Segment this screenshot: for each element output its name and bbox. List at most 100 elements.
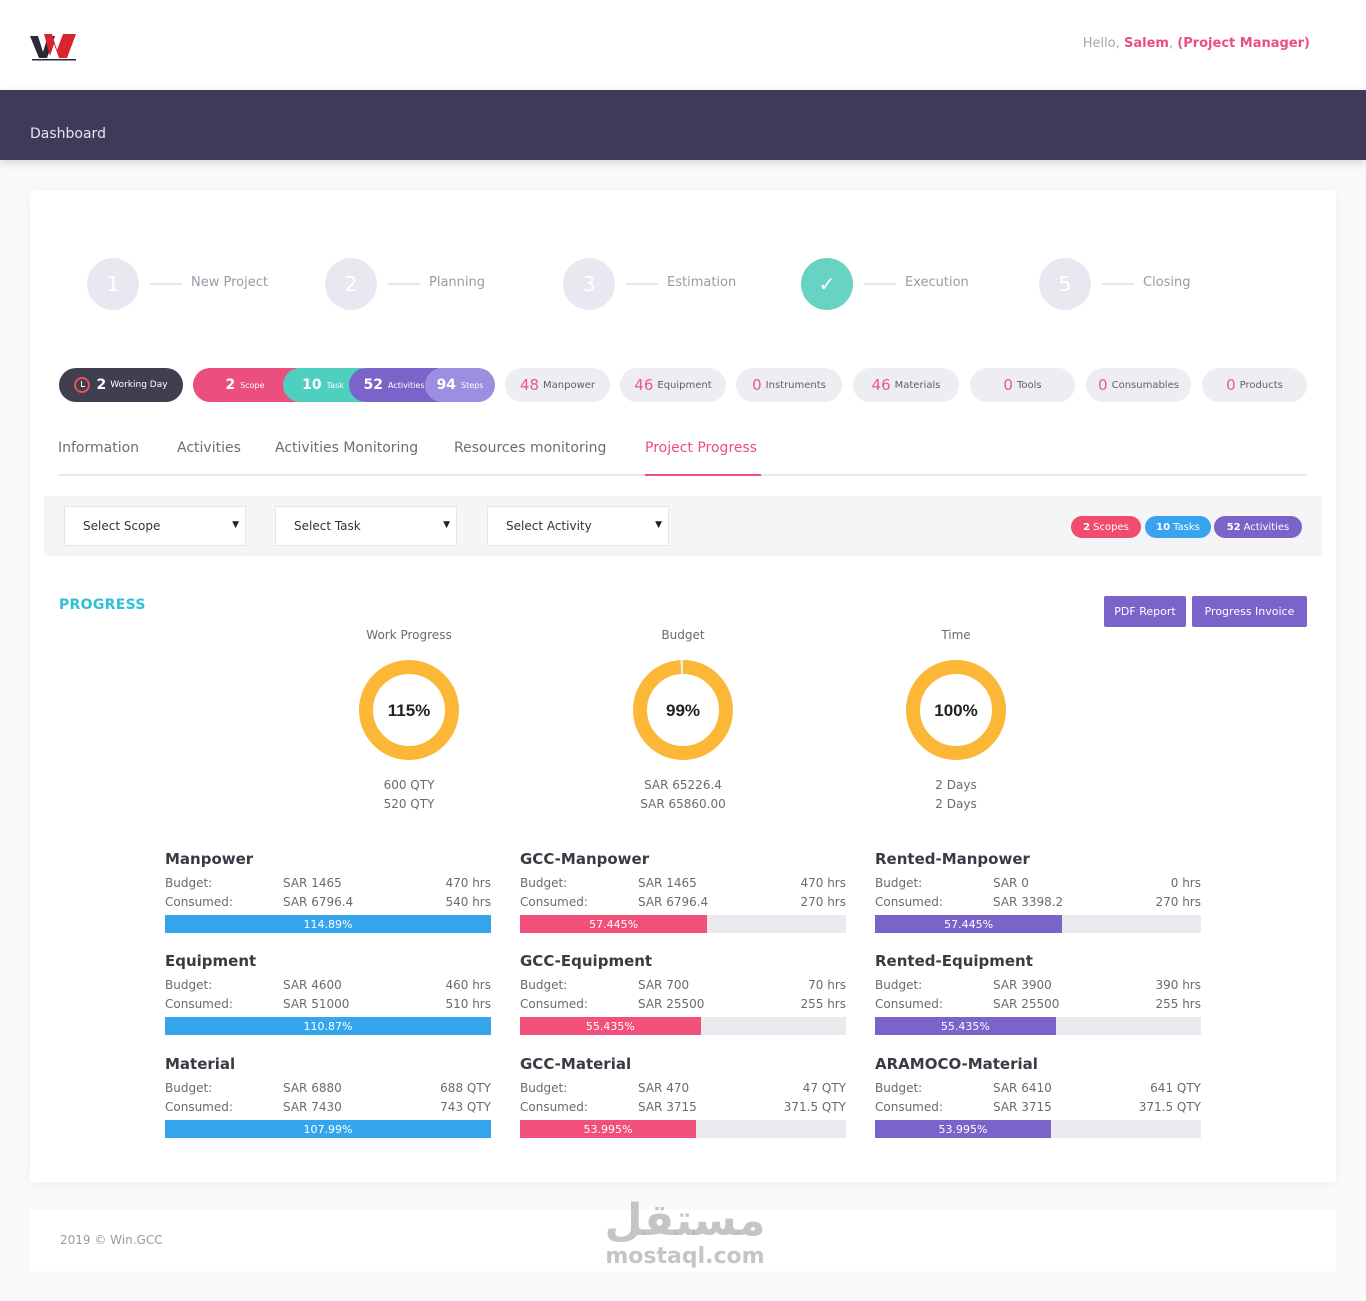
activities-badge-count: 52 bbox=[1226, 521, 1241, 533]
progress-bar-fill: 57.445% bbox=[875, 915, 1063, 933]
progress-bar-fill: 53.995% bbox=[520, 1120, 697, 1138]
tab-resources-monitoring[interactable]: Resources monitoring bbox=[454, 440, 607, 456]
activities-badge: 52 Activities bbox=[1214, 516, 1302, 538]
budget-row: Budget: SAR 1465 470 hrs bbox=[165, 876, 491, 895]
consumed-qty: 270 hrs bbox=[1155, 895, 1201, 909]
watermark-arabic: مستقل bbox=[604, 1195, 766, 1246]
gauge-line-1: 600 QTY bbox=[383, 778, 435, 792]
tab-activities-monitoring[interactable]: Activities Monitoring bbox=[275, 440, 419, 456]
progress-bar-fill: 114.89% bbox=[165, 915, 491, 933]
budget-sar: SAR 470 bbox=[638, 1081, 690, 1095]
step-label: Estimation bbox=[667, 275, 737, 290]
budget-sar: SAR 700 bbox=[638, 978, 690, 992]
progress-bar: 107.99% bbox=[165, 1120, 491, 1138]
gauge-line-2: 520 QTY bbox=[383, 797, 435, 811]
consumed-sar: SAR 3715 bbox=[638, 1100, 697, 1114]
progress-bar: 53.995% bbox=[520, 1120, 846, 1138]
budget-label: Budget: bbox=[520, 1081, 568, 1095]
consumables-pill[interactable]: 0 Consumables bbox=[1086, 368, 1191, 402]
materials-pill[interactable]: 46 Materials bbox=[853, 368, 959, 402]
steps-segment[interactable]: 94 Steps bbox=[425, 368, 495, 402]
scope-segment[interactable]: 2 Scope bbox=[193, 368, 297, 402]
caret-down-icon: ▼ bbox=[655, 520, 662, 530]
consumed-sar: SAR 7430 bbox=[283, 1100, 342, 1114]
scopes-badge: 2 Scopes bbox=[1071, 516, 1141, 538]
consumed-sar: SAR 6796.4 bbox=[283, 895, 354, 909]
products-pill[interactable]: 0 Products bbox=[1202, 368, 1307, 402]
manpower-pill[interactable]: 48 Manpower bbox=[505, 368, 610, 402]
tools-pill[interactable]: 0 Tools bbox=[970, 368, 1075, 402]
check-icon: ✓ bbox=[801, 258, 853, 310]
resource-card: Rented-Equipment Budget: SAR 3900 390 hrs Co… bbox=[875, 952, 1201, 1035]
select-activity-dropdown[interactable]: Select Activity ▼ bbox=[487, 506, 669, 546]
activities-label: Activities bbox=[387, 380, 425, 390]
tab-information[interactable]: Information bbox=[58, 440, 140, 456]
progress-bar-fill: 57.445% bbox=[520, 915, 708, 933]
step-number: 3 bbox=[563, 258, 615, 310]
equipment-count: 46 bbox=[634, 376, 654, 394]
materials-label: Materials bbox=[894, 379, 941, 391]
budget-sar: SAR 1465 bbox=[283, 876, 342, 890]
step-number: 1 bbox=[87, 258, 139, 310]
project-card: 1 New Project 2 Planning 3 Estimation ✓ … bbox=[30, 190, 1336, 1182]
step-connector bbox=[150, 283, 182, 285]
step-number: 5 bbox=[1039, 258, 1091, 310]
gauge-value: 115% bbox=[388, 701, 431, 720]
gauge-arc bbox=[906, 660, 1006, 760]
progress-bar-fill: 55.435% bbox=[520, 1017, 701, 1035]
company-logo[interactable] bbox=[30, 30, 78, 62]
select-scope-dropdown[interactable]: Select Scope ▼ bbox=[64, 506, 246, 546]
budget-row: Budget: SAR 1465 470 hrs bbox=[520, 876, 846, 895]
activities-badge-label: Activities bbox=[1243, 521, 1290, 533]
tab-project-progress[interactable]: Project Progress bbox=[645, 440, 758, 456]
budget-qty: 0 hrs bbox=[1170, 876, 1201, 890]
tab-activities[interactable]: Activities bbox=[177, 440, 241, 456]
resource-card: Manpower Budget: SAR 1465 470 hrs Consumed: S… bbox=[165, 850, 491, 933]
resource-card: GCC-Manpower Budget: SAR 1465 470 hrs Consum… bbox=[520, 850, 846, 933]
gauge-title: Budget bbox=[661, 628, 705, 642]
budget-sar: SAR 6410 bbox=[993, 1081, 1052, 1095]
equipment-pill[interactable]: 46 Equipment bbox=[620, 368, 726, 402]
budget-sar: SAR 4600 bbox=[283, 978, 342, 992]
progress-bar: 110.87% bbox=[165, 1017, 491, 1035]
budget-row: Budget: SAR 6880 688 QTY bbox=[165, 1081, 491, 1100]
nav-dashboard-link[interactable]: Dashboard bbox=[30, 126, 106, 142]
top-header: Hello, Salem, (Project Manager) bbox=[0, 0, 1366, 90]
scope-label: Scope bbox=[240, 380, 265, 390]
scope-count: 2 bbox=[225, 377, 236, 393]
gauge-ring: 100% bbox=[906, 660, 1006, 760]
progress-invoice-button[interactable]: Progress Invoice bbox=[1192, 596, 1307, 627]
activities-count: 52 bbox=[363, 377, 383, 393]
instruments-pill[interactable]: 0 Instruments bbox=[736, 368, 842, 402]
select-scope-value: Select Scope bbox=[83, 519, 161, 533]
consumed-sar: SAR 3398.2 bbox=[993, 895, 1064, 909]
consumed-label: Consumed: bbox=[875, 997, 943, 1011]
manpower-count: 48 bbox=[519, 376, 540, 394]
budget-label: Budget: bbox=[875, 876, 923, 890]
caret-down-icon: ▼ bbox=[443, 520, 450, 530]
steps-label: Steps bbox=[461, 380, 484, 390]
gauge-line-2: SAR 65860.00 bbox=[640, 797, 726, 811]
instruments-label: Instruments bbox=[765, 379, 826, 391]
gauge-ring: 99% bbox=[633, 660, 733, 760]
task-count: 10 bbox=[302, 377, 322, 393]
time-gauge: Time 100% 2 Days 2 Days bbox=[876, 628, 1036, 814]
consumed-row: Consumed: SAR 3715 371.5 QTY bbox=[520, 1100, 846, 1119]
gauge-arc bbox=[359, 660, 459, 760]
gauge-line-2: 2 Days bbox=[935, 797, 977, 811]
pdf-report-button[interactable]: PDF Report bbox=[1104, 596, 1186, 627]
working-day-pill: 2 Working Day bbox=[59, 368, 183, 402]
budget-sar: SAR 1465 bbox=[638, 876, 697, 890]
step-connector bbox=[626, 283, 658, 285]
resource-card: Rented-Manpower Budget: SAR 0 0 hrs Consumed… bbox=[875, 850, 1201, 933]
consumed-sar: SAR 6796.4 bbox=[638, 895, 709, 909]
gauge-title: Work Progress bbox=[366, 628, 452, 642]
budget-row: Budget: SAR 3900 390 hrs bbox=[875, 978, 1201, 997]
working-day-label: Working Day bbox=[110, 380, 168, 390]
resource-title: Equipment bbox=[165, 952, 257, 970]
user-name[interactable]: Salem bbox=[1124, 36, 1169, 51]
resource-card: GCC-Equipment Budget: SAR 700 70 hrs Consume… bbox=[520, 952, 846, 1035]
gauge-line-1: SAR 65226.4 bbox=[644, 778, 722, 792]
select-task-dropdown[interactable]: Select Task ▼ bbox=[275, 506, 457, 546]
activities-segment[interactable]: 52 Activities bbox=[349, 368, 439, 402]
